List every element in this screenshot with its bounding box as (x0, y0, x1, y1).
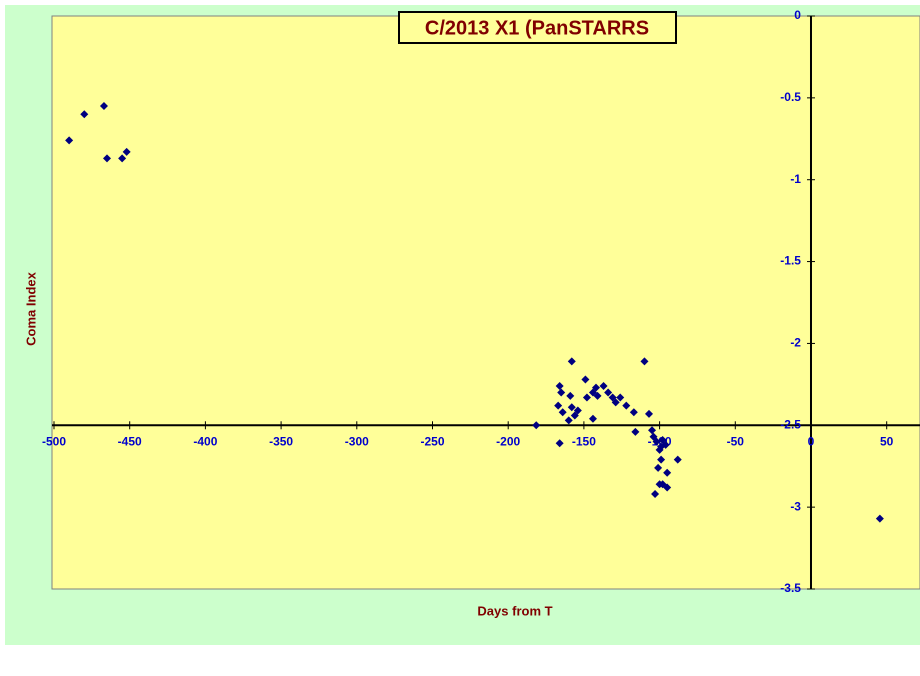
y-tick-label: -3.5 (780, 581, 801, 595)
x-tick-label: 0 (808, 434, 815, 448)
point (663, 483, 672, 492)
x-tick-label: -250 (420, 434, 444, 448)
point (65, 136, 74, 145)
x-tick-label: -200 (496, 434, 520, 448)
point (567, 357, 576, 366)
point (657, 455, 666, 464)
point (555, 381, 564, 390)
point (557, 388, 566, 397)
point (651, 490, 660, 499)
point (555, 439, 564, 448)
y-tick-label: -3 (790, 499, 801, 513)
point (654, 463, 663, 472)
point (582, 393, 591, 402)
x-tick-label: -500 (42, 434, 66, 448)
x-tick-label: -150 (572, 434, 596, 448)
x-tick-label: -450 (118, 434, 142, 448)
point (80, 110, 89, 119)
point (118, 154, 127, 163)
x-tick-label: -300 (345, 434, 369, 448)
x-tick-label: -350 (269, 434, 293, 448)
point (564, 416, 573, 425)
x-tick-label: -50 (727, 434, 745, 448)
point (629, 408, 638, 417)
point (616, 393, 625, 402)
point (673, 455, 682, 464)
y-tick-label: -1.5 (780, 254, 801, 268)
y-axis-title: Coma Index (23, 271, 38, 345)
point (573, 406, 582, 415)
point (592, 383, 601, 392)
y-tick-label: 0 (794, 8, 801, 22)
point (593, 391, 602, 400)
point (652, 437, 661, 446)
point (532, 421, 541, 430)
y-tick-label: -2.5 (780, 417, 801, 431)
point (648, 426, 657, 435)
point (631, 427, 640, 436)
point (622, 401, 631, 410)
point (604, 388, 613, 397)
point (122, 147, 131, 156)
point (611, 398, 620, 407)
point (566, 391, 575, 400)
point (661, 440, 670, 449)
point (599, 381, 608, 390)
y-tick-label: -1 (790, 172, 801, 186)
x-tick-label: 50 (880, 434, 894, 448)
point (567, 403, 576, 412)
point (554, 401, 563, 410)
y-tick-label: -2 (790, 336, 801, 350)
point (588, 414, 597, 423)
plot-area (51, 15, 920, 590)
point (102, 154, 111, 163)
point (875, 514, 884, 523)
x-axis-title: Days from T (477, 603, 552, 618)
point (558, 408, 567, 417)
y-tick-label: -0.5 (780, 90, 801, 104)
x-tick-label: -400 (193, 434, 217, 448)
chart-title: C/2013 X1 (PanSTARRS (425, 17, 649, 39)
point (99, 102, 108, 111)
point (640, 357, 649, 366)
point (663, 468, 672, 477)
title-box (398, 11, 677, 44)
point (644, 409, 653, 418)
point (581, 375, 590, 384)
